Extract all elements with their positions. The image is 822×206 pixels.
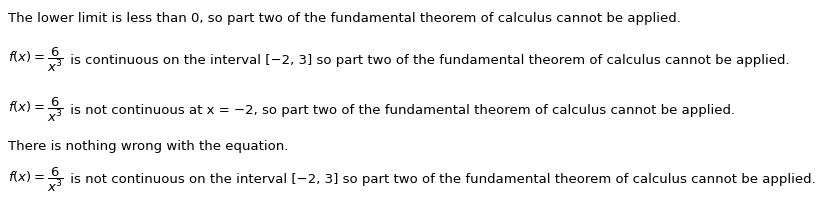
Text: $\mathit{f}(\mathit{x}) = \dfrac{6}{\mathit{x}^3}$: $\mathit{f}(\mathit{x}) = \dfrac{6}{\mat… [8, 46, 64, 74]
Text: The lower limit is less than 0, so part two of the fundamental theorem of calcul: The lower limit is less than 0, so part … [8, 12, 681, 25]
Text: is continuous on the interval [−2, 3] so part two of the fundamental theorem of : is continuous on the interval [−2, 3] so… [66, 54, 789, 67]
Text: is not continuous on the interval [−2, 3] so part two of the fundamental theorem: is not continuous on the interval [−2, 3… [66, 173, 815, 186]
Text: There is nothing wrong with the equation.: There is nothing wrong with the equation… [8, 140, 289, 153]
Text: $\mathit{f}(\mathit{x}) = \dfrac{6}{\mathit{x}^3}$: $\mathit{f}(\mathit{x}) = \dfrac{6}{\mat… [8, 96, 64, 124]
Text: $\mathit{f}(\mathit{x}) = \dfrac{6}{\mathit{x}^3}$: $\mathit{f}(\mathit{x}) = \dfrac{6}{\mat… [8, 166, 64, 194]
Text: is not continuous at x = −2, so part two of the fundamental theorem of calculus : is not continuous at x = −2, so part two… [66, 103, 735, 117]
